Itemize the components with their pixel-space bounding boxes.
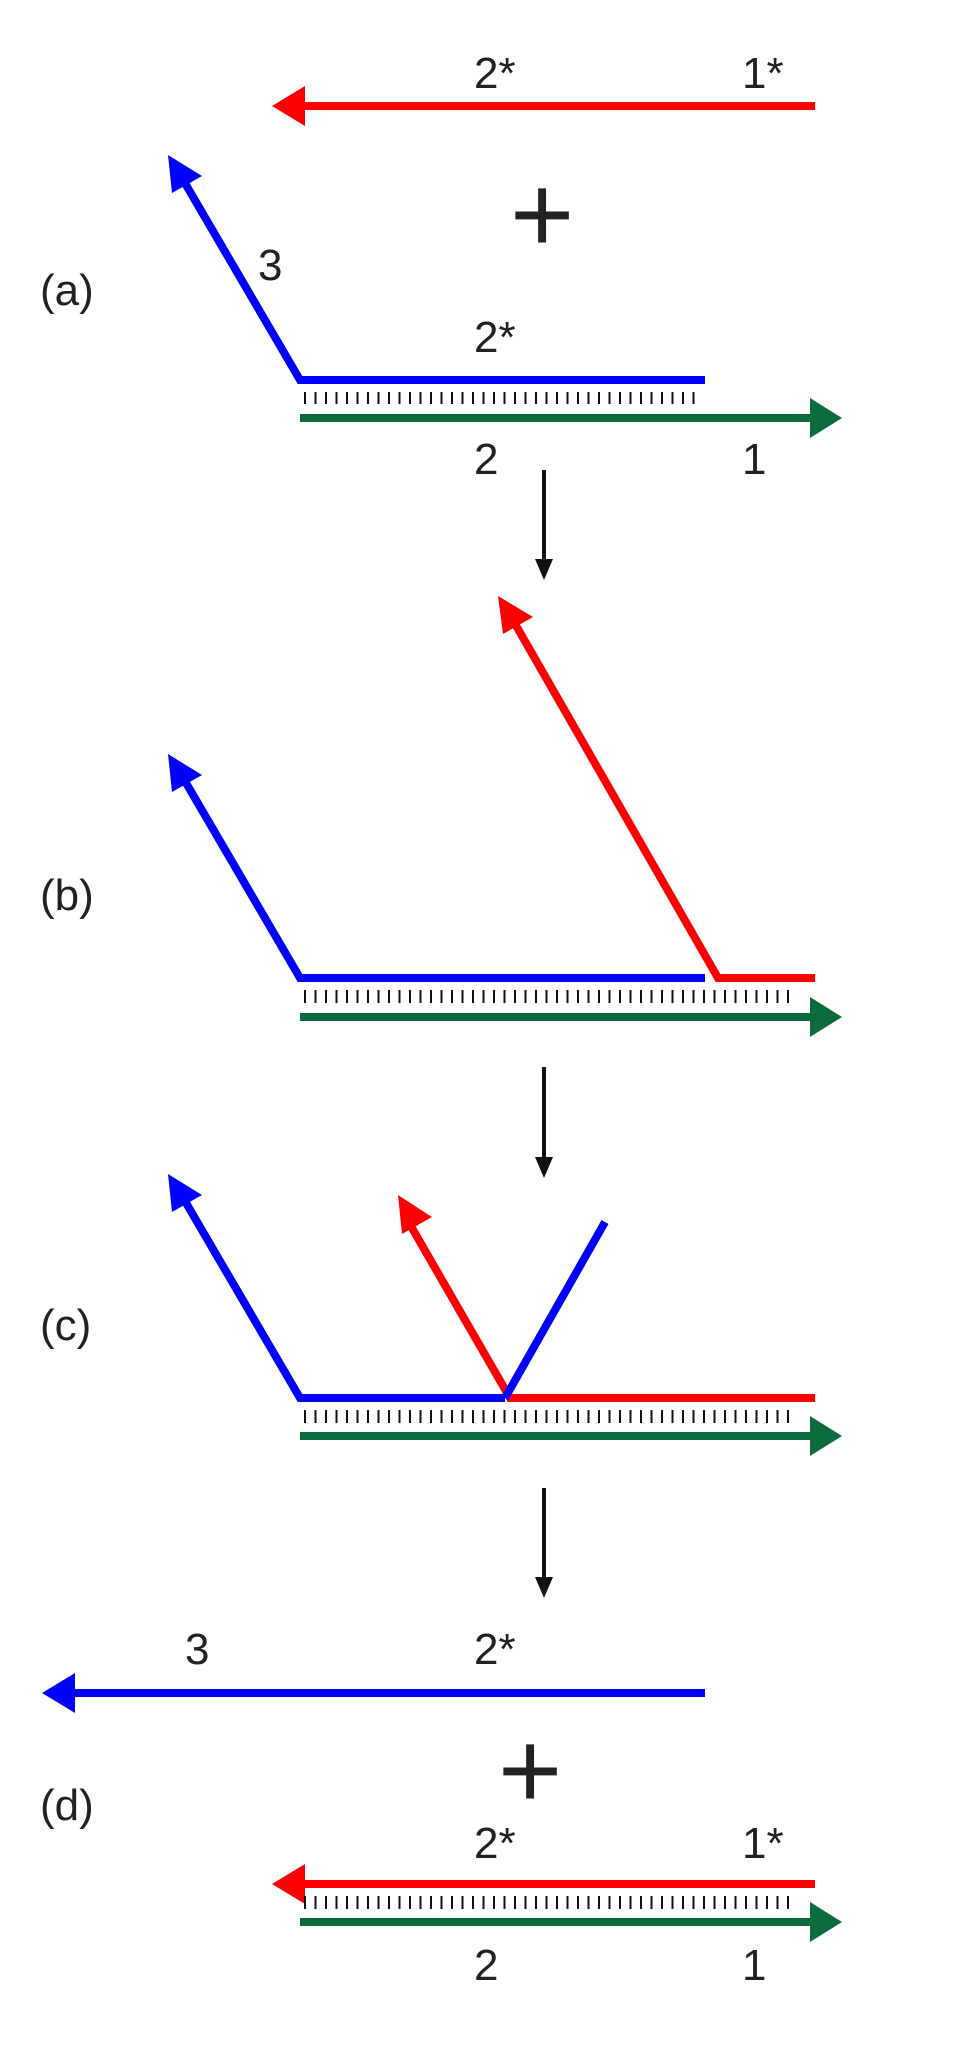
green-strand-d-label-right: 1 xyxy=(742,1941,766,1990)
blue-strand-c-left xyxy=(168,1174,505,1402)
arrowhead-icon xyxy=(810,398,842,438)
blue-strand-b xyxy=(168,754,705,982)
arrowhead-icon xyxy=(272,86,305,126)
arrowhead-icon xyxy=(42,1673,75,1713)
arrowhead-icon xyxy=(272,1864,305,1904)
arrow-down-icon xyxy=(535,1067,553,1178)
arrowhead-icon xyxy=(168,155,202,193)
green-strand-b xyxy=(300,997,842,1037)
red-strand-a-label-left: 2* xyxy=(474,49,516,98)
arrowhead-icon xyxy=(498,596,533,634)
panel-c-label: (c) xyxy=(40,1301,91,1350)
panel-a-label: (a) xyxy=(40,266,94,315)
panel-a: (a) 2* 1* + 3 2* 2 1 xyxy=(40,49,842,484)
blue-strand-d-label-left: 3 xyxy=(185,1625,209,1674)
blue-strand-d xyxy=(42,1673,705,1713)
panel-d-label: (d) xyxy=(40,1781,94,1830)
arrow-down-icon xyxy=(535,470,553,580)
blue-strand-a-arm-label: 3 xyxy=(258,241,282,290)
base-pairs-d xyxy=(304,1896,789,1909)
green-strand-c xyxy=(300,1416,842,1456)
arrowhead-icon xyxy=(810,997,842,1037)
base-pairs-a xyxy=(304,392,695,404)
blue-strand-a-top-label: 2* xyxy=(474,313,516,362)
green-strand-a-label-left: 2 xyxy=(474,435,498,484)
blue-strand-d-label-right: 2* xyxy=(474,1625,516,1674)
red-strand-a xyxy=(272,86,815,126)
red-strand-d-label-left: 2* xyxy=(474,1819,516,1868)
arrowhead-icon xyxy=(168,1174,202,1212)
green-strand-a-label-right: 1 xyxy=(742,435,766,484)
base-pairs-c xyxy=(304,1410,789,1423)
plus-sign-a: + xyxy=(510,153,574,276)
arrowhead-icon xyxy=(168,754,202,792)
base-pairs-b xyxy=(304,990,789,1003)
red-strand-a-label-right: 1* xyxy=(742,49,784,98)
panel-b-label: (b) xyxy=(40,871,94,920)
arrowhead-icon xyxy=(810,1416,842,1456)
green-strand-d-label-left: 2 xyxy=(474,1941,498,1990)
green-strand-d xyxy=(300,1902,842,1942)
arrowhead-icon xyxy=(398,1195,432,1234)
red-strand-d-label-right: 1* xyxy=(742,1819,784,1868)
green-strand-a xyxy=(300,398,842,438)
blue-strand-c-displaced xyxy=(501,1220,609,1400)
arrow-down-icon xyxy=(535,1488,553,1598)
panel-d: (d) 3 2* + 2* 1* 2 1 xyxy=(40,1625,842,1990)
blue-strand-a xyxy=(168,155,705,384)
red-strand-c xyxy=(398,1195,815,1402)
red-strand-b xyxy=(498,596,815,982)
arrowhead-icon xyxy=(810,1902,842,1942)
panel-b: (b) xyxy=(40,596,842,1037)
red-strand-d xyxy=(272,1864,815,1904)
panel-c: (c) xyxy=(40,1174,842,1456)
plus-sign-d: + xyxy=(498,1709,562,1832)
